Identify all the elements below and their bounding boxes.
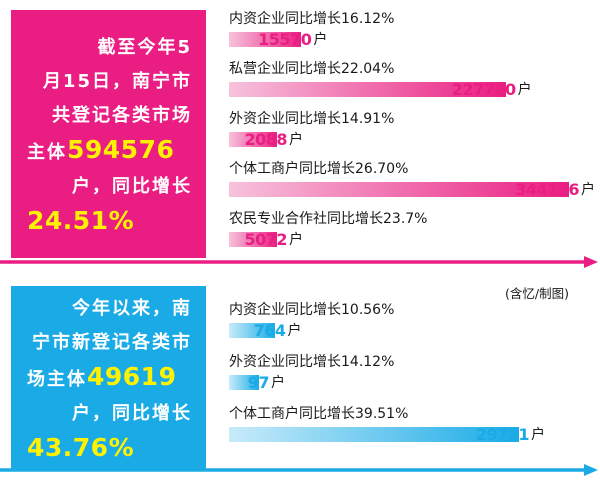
bottom-summary-line-1: 今年以来，南 (72, 297, 192, 319)
top-chart-label-0: 内资企业同比增长16.12% (229, 11, 395, 27)
top-chart-value-label-4: 5072 户 (244, 229, 303, 249)
bottom-chart-value-label-1: 97 户 (248, 372, 285, 392)
top-main-number: 594576 (67, 134, 175, 164)
top-main-prefix: 主体 (27, 141, 67, 163)
top-chart-value-4: 5072 (244, 229, 287, 249)
bottom-chart-unit-1: 户 (271, 375, 285, 391)
top-arrow-axis (0, 256, 598, 268)
bottom-chart-unit-0: 户 (287, 323, 302, 339)
top-growth-pct: 24.51% (27, 205, 135, 235)
top-chart-value-label-0: 15570 户 (258, 29, 327, 49)
bottom-chart-label-1: 外资企业同比增长14.12% (229, 354, 395, 370)
bottom-chart-unit-2: 户 (531, 427, 545, 443)
bottom-chart-bar-1 (229, 375, 259, 390)
bottom-main-prefix: 场主体 (27, 368, 87, 390)
top-chart-value-label-3: 344126 户 (515, 179, 595, 199)
bottom-chart-bar-0 (229, 323, 276, 338)
bottom-chart-value-0: 764 (253, 320, 286, 340)
top-summary-line-4: 主体594576 (27, 133, 192, 170)
bottom-arrow-axis (0, 464, 598, 476)
bottom-chart-value-label-0: 764 户 (254, 320, 302, 340)
top-chart-unit-1: 户 (517, 82, 532, 98)
bottom-chart-bar-2 (229, 427, 519, 442)
top-chart-label-1: 私营企业同比增长22.04% (229, 61, 395, 77)
bottom-summary-line-3: 场主体49619 (27, 360, 192, 397)
top-summary-line-2: 月15日，南宁市 (42, 70, 192, 92)
top-chart-unit-3: 户 (581, 182, 595, 198)
top-chart-value-label-1: 227720 户 (452, 79, 532, 99)
bottom-chart-value-2: 29731 (475, 424, 530, 444)
bottom-growth-pct: 43.76% (27, 432, 135, 462)
bottom-chart-label-2: 个体工商户同比增长39.51% (229, 406, 409, 422)
bottom-chart-label-0: 内资企业同比增长10.56% (229, 302, 395, 318)
top-summary-panel: 截至今年5 月15日，南宁市 共登记各类市场 主体594576 户，同比增长 2… (11, 10, 206, 258)
top-chart-label-4: 农民专业合作社同比增长23.7% (229, 211, 428, 227)
top-chart-unit-4: 户 (289, 232, 303, 248)
top-chart-label-2: 外资企业同比增长14.91% (229, 111, 395, 127)
top-summary-line-1: 截至今年5 (97, 36, 192, 58)
top-chart-value-2: 2088 (244, 129, 287, 149)
bottom-chart-value-label-2: 29731 户 (476, 424, 545, 444)
top-chart-unit-2: 户 (289, 132, 303, 148)
top-chart-value-1: 227720 (451, 79, 516, 99)
top-chart-value-label-2: 2088 户 (244, 129, 303, 149)
bottom-summary-line-2: 宁市新登记各类市 (32, 331, 192, 353)
top-chart-bar-1 (229, 82, 506, 97)
top-chart-label-3: 个体工商户同比增长26.70% (229, 161, 409, 177)
bottom-chart-value-1: 97 (247, 372, 270, 392)
top-chart-bar-4 (229, 232, 277, 247)
top-growth-text: 户，同比增长 (72, 175, 192, 197)
bottom-main-number: 49619 (87, 361, 177, 391)
top-chart-bar-0 (229, 32, 302, 47)
top-chart-bar-3 (229, 182, 569, 197)
top-summary-line-3: 共登记各类市场 (52, 104, 192, 126)
chart-credit: (含忆/制图) (505, 286, 569, 301)
bottom-summary-panel: 今年以来，南 宁市新登记各类市 场主体49619 户，同比增长 43.76% (11, 286, 206, 470)
bottom-growth-text: 户，同比增长 (72, 402, 192, 424)
top-chart-value-0: 15570 (258, 29, 312, 49)
top-chart-unit-0: 户 (313, 32, 328, 48)
top-chart-value-3: 344126 (515, 179, 579, 199)
top-chart-bar-2 (229, 132, 277, 147)
